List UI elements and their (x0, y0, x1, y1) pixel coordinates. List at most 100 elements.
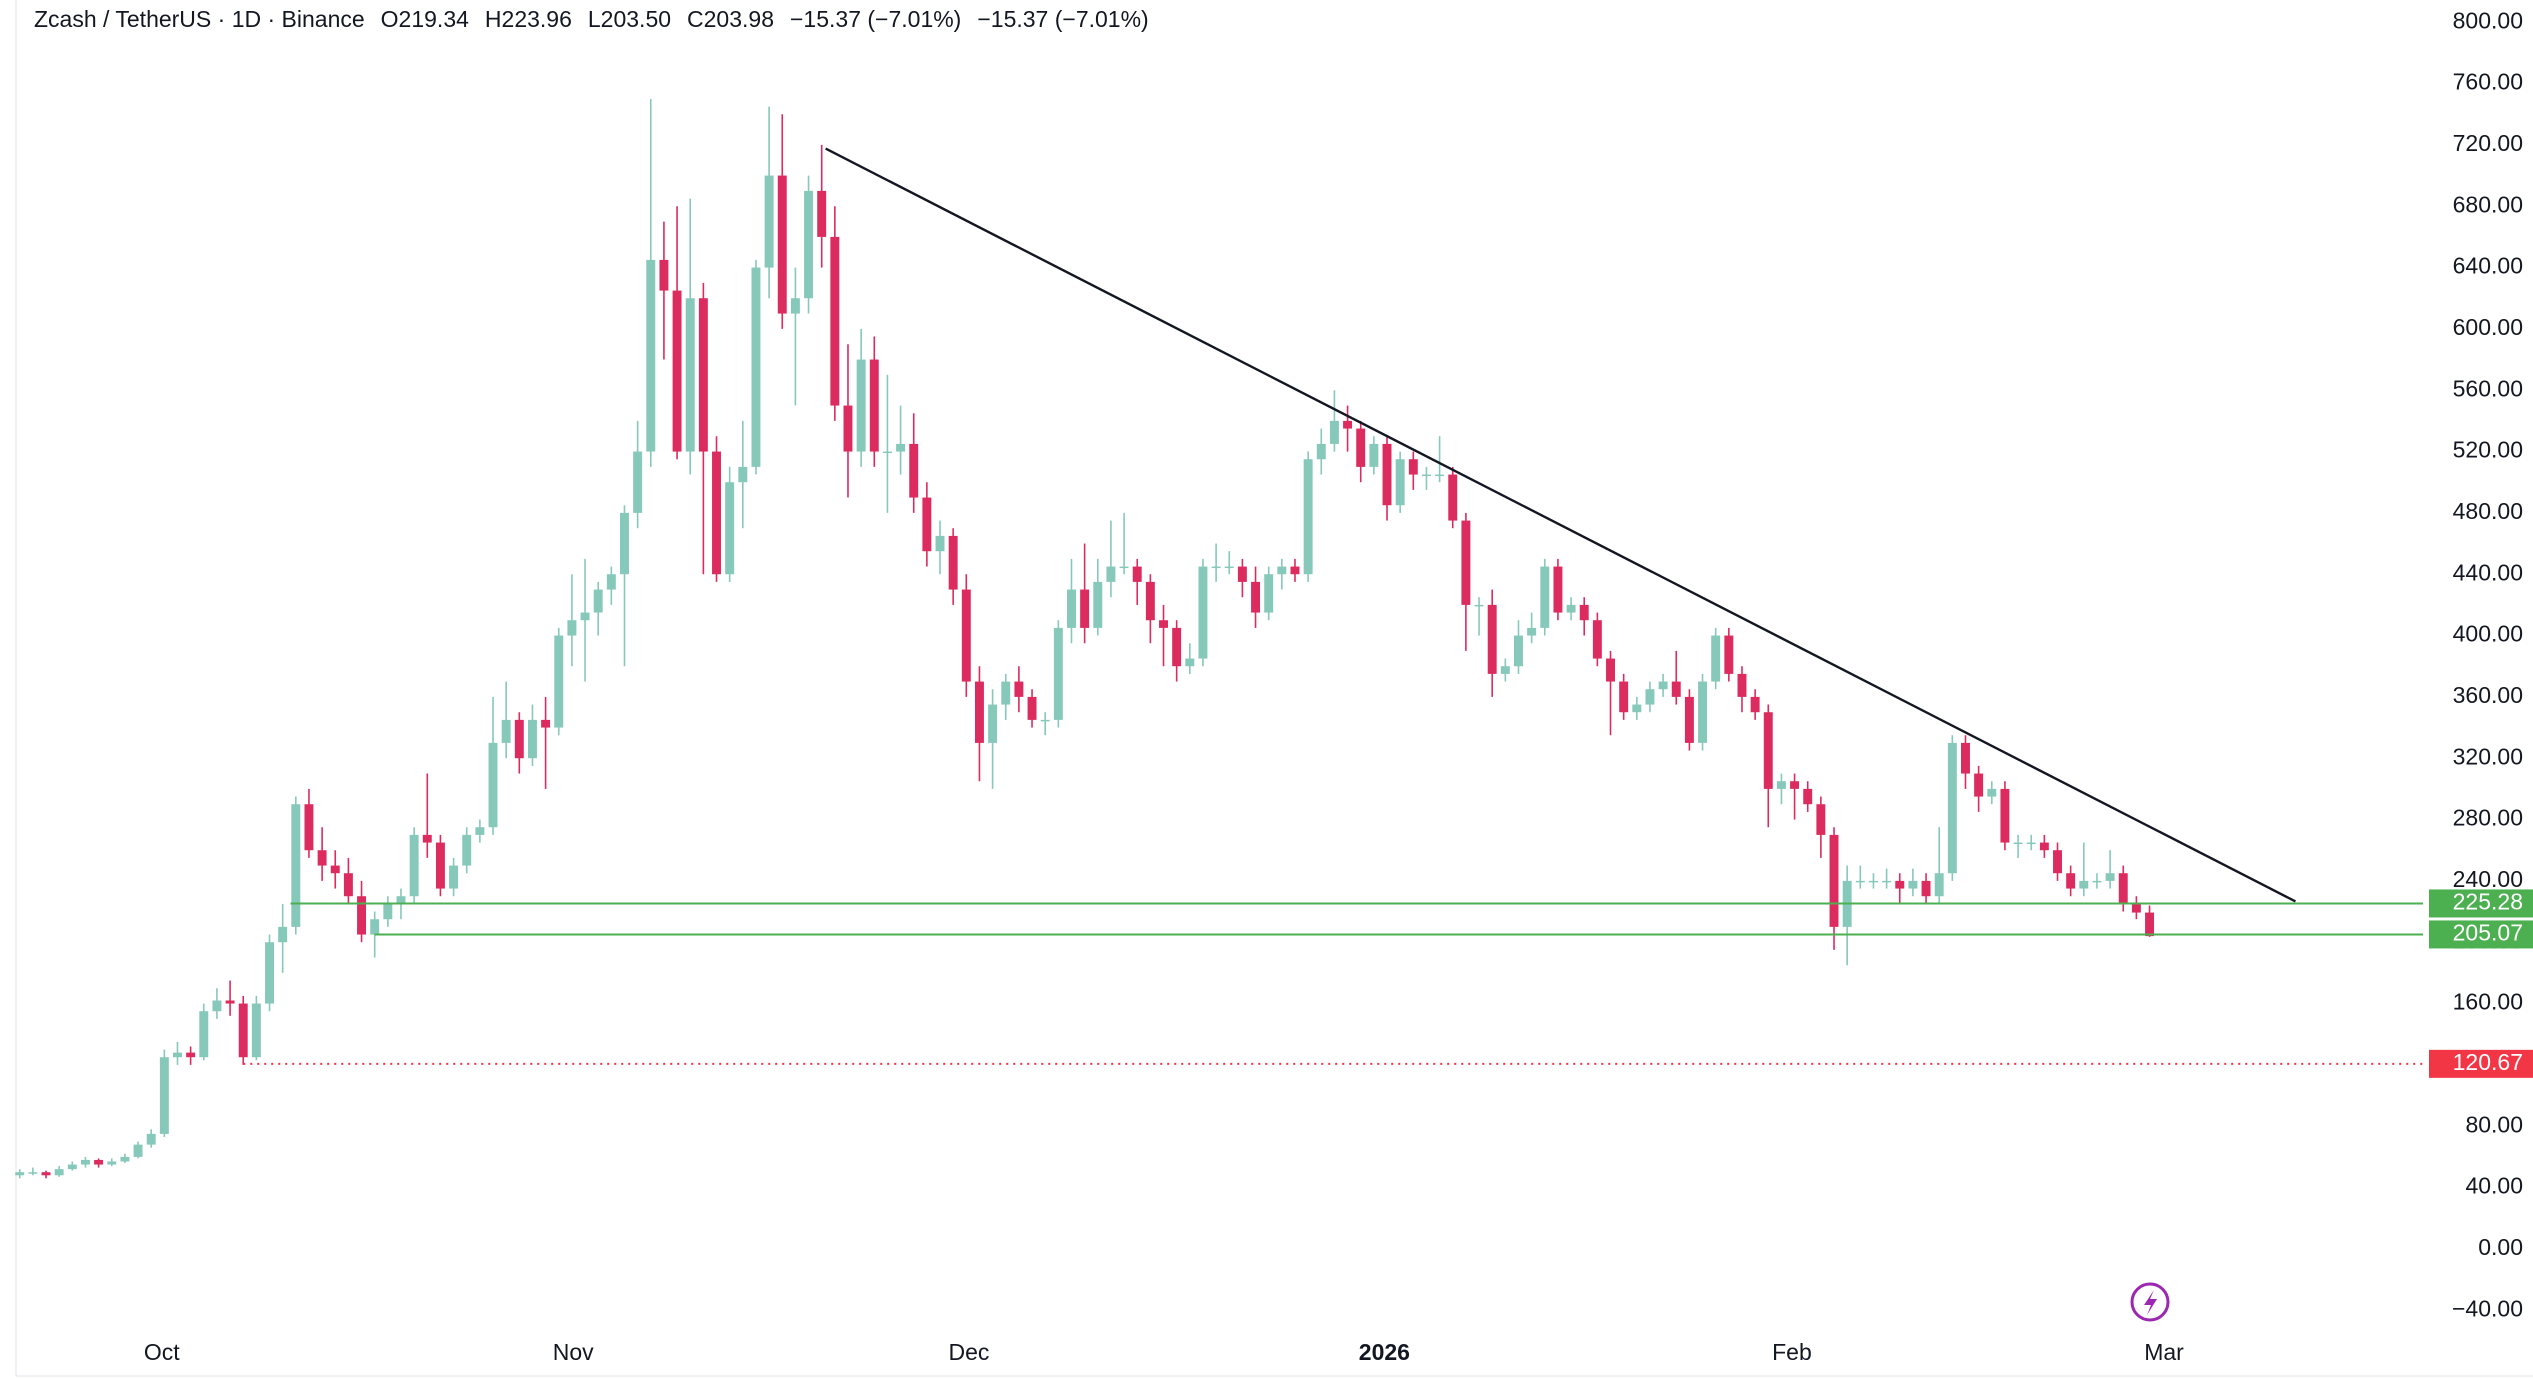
change: −15.37 (−7.01%) (977, 6, 1149, 32)
candle-body (343, 873, 353, 897)
y-tick-label: 560.00 (2453, 375, 2523, 401)
candle-body (974, 681, 984, 743)
candle-body (265, 942, 274, 1004)
candle-body (738, 466, 748, 483)
candle-body (1566, 604, 1576, 613)
candle-body (1172, 627, 1182, 667)
candle-body (107, 1161, 117, 1165)
candle-body (435, 842, 445, 889)
candle-body (830, 236, 840, 406)
y-tick-label: 640.00 (2453, 253, 2523, 279)
candle-body (1934, 873, 1944, 897)
y-tick-label: 400.00 (2453, 621, 2523, 647)
x-tick-label: Nov (553, 1339, 594, 1365)
y-tick-label: 40.00 (2465, 1173, 2523, 1199)
candle-body (449, 865, 459, 889)
y-tick-label: 320.00 (2453, 743, 2523, 769)
candle-body (1671, 681, 1681, 697)
candle-body (133, 1144, 143, 1157)
candle-body (1093, 581, 1103, 628)
candle-body (159, 1057, 169, 1134)
candle-body (1855, 880, 1865, 883)
candle-body (1684, 696, 1694, 743)
candle-body (238, 1003, 248, 1058)
candle-body (1711, 635, 1721, 682)
candle-body (1080, 589, 1090, 628)
candle-body (1067, 589, 1076, 628)
candle-body (1343, 420, 1353, 429)
candle-body (278, 926, 288, 943)
y-tick-label: 480.00 (2453, 498, 2523, 524)
price-level-box (2429, 1049, 2533, 1078)
price-level-label: 205.07 (2453, 920, 2523, 946)
candle-body (94, 1159, 104, 1165)
candle-body (1961, 742, 1970, 774)
candle-body (633, 451, 643, 513)
candle-body (501, 719, 511, 743)
candle-body (2092, 880, 2102, 883)
candle-body (1698, 681, 1708, 743)
candle-body (1500, 666, 1510, 674)
price-level-label: 120.67 (2453, 1049, 2523, 1075)
x-tick-label: Mar (2144, 1339, 2184, 1365)
candle-body (2105, 873, 2115, 881)
candle-body (1592, 620, 1602, 659)
candle-body (1145, 581, 1155, 621)
candle-body (396, 896, 406, 904)
candle-body (1737, 673, 1747, 697)
y-tick-label: 160.00 (2453, 989, 2523, 1015)
candle-body (2053, 850, 2062, 874)
candle-body (186, 1052, 196, 1058)
y-tick-label: 0.00 (2478, 1234, 2523, 1260)
candle-body (1816, 804, 1826, 835)
candle-body (1895, 880, 1905, 889)
y-tick-label: 760.00 (2453, 69, 2523, 95)
candle-body (1776, 781, 1786, 789)
candle-body (606, 574, 616, 590)
candle-body (896, 443, 906, 452)
y-tick-label: 680.00 (2453, 191, 2523, 217)
candle-body (909, 443, 919, 498)
candle-body (1514, 635, 1523, 667)
candle-body (1251, 581, 1261, 613)
x-tick-label: Oct (144, 1339, 180, 1365)
candle-body (54, 1169, 64, 1176)
candle-body (2131, 903, 2141, 913)
candle-body (1947, 742, 1957, 874)
candle-body (698, 298, 708, 452)
candle-body (1395, 459, 1405, 506)
candle-body (1290, 566, 1300, 575)
candle-body (409, 834, 419, 897)
candle-body (580, 612, 590, 621)
candle-body (1435, 474, 1445, 477)
candle-body (541, 719, 551, 728)
candle-body (685, 298, 695, 452)
x-tick-label: Dec (948, 1339, 989, 1365)
candle-body (620, 512, 629, 575)
candle-body (1356, 428, 1366, 467)
candle-body (2145, 912, 2155, 937)
candle-body (1750, 696, 1760, 713)
candle-body (527, 719, 537, 759)
candle-body (1540, 566, 1550, 628)
candle-body (15, 1172, 25, 1176)
candle-body (462, 834, 472, 866)
candle-body (1027, 696, 1037, 720)
candle-body (1829, 834, 1839, 927)
candle-body (2026, 842, 2036, 845)
candle-body (422, 834, 432, 843)
candle-body (672, 290, 682, 452)
replay-icon[interactable] (2130, 1282, 2170, 1322)
candle-body (330, 865, 340, 874)
trendline (825, 147, 2297, 903)
candle-body (1908, 880, 1918, 889)
candle-body (1987, 788, 1997, 797)
candle-body (2079, 880, 2089, 889)
candle-body (1119, 566, 1129, 569)
y-tick-label: 80.00 (2465, 1111, 2523, 1137)
candle-body (475, 827, 485, 835)
price-level-label: 225.28 (2453, 889, 2523, 915)
candle-body (146, 1133, 156, 1145)
